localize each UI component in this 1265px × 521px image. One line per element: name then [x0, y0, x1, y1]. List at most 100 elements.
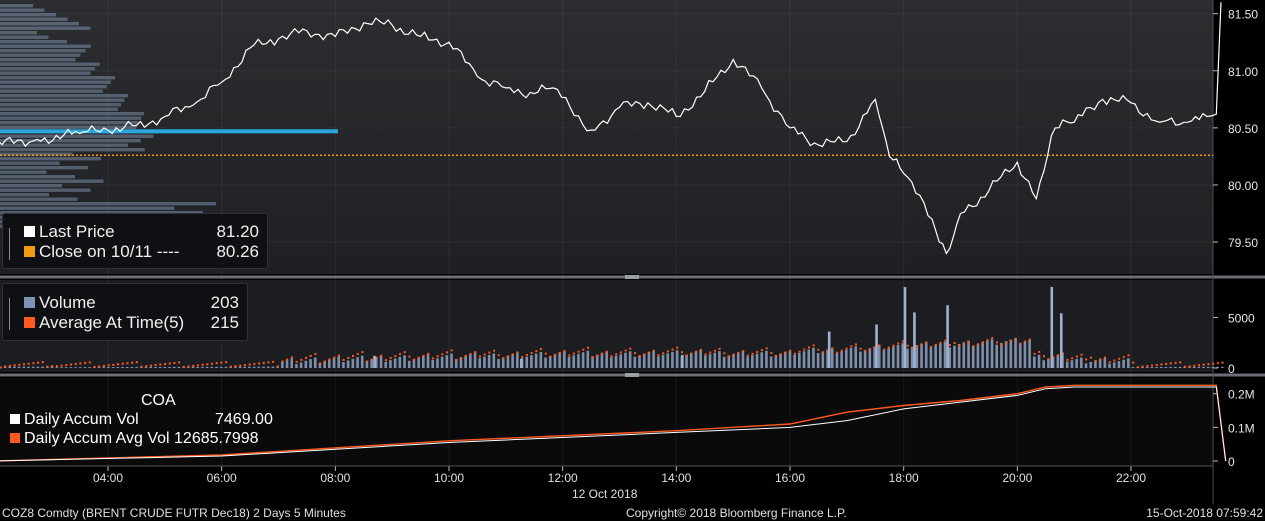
avg-at-time-dot	[149, 364, 152, 367]
price-series	[0, 2, 1222, 255]
volume-bar	[1065, 361, 1069, 368]
volume-bar	[652, 350, 655, 368]
x-tick-label: 16:00	[775, 471, 805, 485]
avg-at-time-dot	[380, 354, 383, 357]
volume-bar	[1089, 361, 1093, 368]
volume-bar	[440, 356, 444, 368]
volume-bar	[27, 366, 30, 368]
avg-at-time-dot	[897, 342, 900, 345]
avg-at-time-dot	[671, 348, 674, 351]
volume-bar	[614, 355, 618, 368]
avg-at-time-dot	[784, 351, 787, 354]
volume-bar	[1169, 366, 1172, 368]
avg-at-time-dot	[732, 353, 735, 356]
volume-bar	[248, 366, 251, 368]
avg-at-time-dot	[314, 352, 317, 355]
volume-bar	[793, 354, 796, 368]
avg-at-time-dot	[864, 350, 867, 353]
volume-bar	[454, 359, 458, 368]
volume-bar	[807, 349, 811, 368]
avg-label: Average At Time(5)	[39, 313, 185, 332]
avg-at-time-dot	[676, 346, 679, 349]
volume-bar	[657, 356, 660, 368]
volume-profile-bar	[0, 62, 100, 66]
volume-bar	[412, 359, 416, 368]
volume-profile-bar	[0, 107, 118, 111]
volume-profile-bar	[0, 94, 129, 98]
accum-avg-line	[0, 384, 1227, 462]
y-tick-label: 80.00	[1228, 179, 1258, 193]
avg-at-time-dot	[967, 340, 970, 343]
volume-bar	[78, 367, 82, 368]
volume-bar	[309, 359, 312, 368]
avg-at-time-dot	[65, 364, 68, 367]
volume-bar	[713, 352, 717, 368]
security-description: COZ8 Comdty (BRENT CRUDE FUTR Dec18) 2 D…	[2, 506, 346, 520]
avg-at-time-dot	[986, 339, 989, 342]
volume-bar	[854, 346, 858, 368]
volume-bar	[121, 367, 124, 368]
volume-profile-bar	[0, 202, 216, 206]
volume-profile-bar	[0, 49, 86, 53]
volume-bar	[41, 366, 44, 368]
volume-profile-bar	[0, 31, 37, 35]
volume-bar	[243, 366, 247, 368]
footer-bar: COZ8 Comdty (BRENT CRUDE FUTR Dec18) 2 D…	[0, 504, 1265, 521]
volume-bar	[1216, 366, 1219, 368]
avg-at-time-dot	[934, 343, 937, 346]
avg-at-time-dot	[723, 352, 726, 355]
avg-at-time-dot	[746, 354, 749, 357]
avg-at-time-dot	[577, 350, 580, 353]
volume-bar	[896, 344, 900, 368]
copyright: Copyright© 2018 Bloomberg Finance L.P.	[626, 506, 847, 520]
avg-at-time-dot	[375, 356, 378, 359]
volume-bar	[22, 366, 26, 368]
avg-at-time-dot	[1216, 362, 1219, 365]
avg-at-time-dot	[1165, 362, 1168, 365]
volume-bar	[915, 345, 919, 368]
volume-bar	[379, 356, 383, 368]
avg-at-time-dot	[131, 361, 134, 364]
avg-at-time-dot	[436, 355, 439, 358]
volume-bar	[8, 366, 12, 368]
volume-spike-bar	[875, 324, 878, 368]
avg-at-time-dot	[629, 347, 632, 350]
volume-bar	[699, 349, 702, 368]
avg-at-time-dot	[751, 352, 754, 355]
avg-at-time-dot	[352, 354, 355, 357]
avg-at-time-dot	[840, 349, 843, 352]
volume-bar	[299, 362, 303, 368]
avg-at-time-dot	[906, 344, 909, 347]
volume-bar	[990, 339, 994, 368]
volume-bar	[1084, 363, 1088, 368]
avg-at-time-dot	[1033, 352, 1036, 355]
avg-at-time-dot	[1061, 352, 1064, 355]
volume-bar	[436, 358, 439, 368]
last-price-value: 81.20	[216, 222, 259, 241]
volume-profile-bar	[0, 53, 81, 57]
avg-at-time-dot	[1071, 357, 1074, 360]
volume-bar	[1206, 366, 1210, 368]
avg-at-time-dot	[516, 351, 519, 354]
avg-at-time-dot	[1207, 363, 1210, 366]
avg-at-time-dot	[831, 347, 834, 350]
avg-at-time-dot	[441, 353, 444, 356]
accum-vol-swatch	[10, 414, 20, 424]
volume-bar	[97, 367, 101, 368]
volume-label: Volume	[39, 293, 96, 312]
volume-profile-bar	[0, 143, 129, 147]
volume-legend: Volume 203 Average At Time(5) 215	[2, 283, 248, 341]
volume-bar	[281, 361, 284, 368]
volume-bar	[1178, 366, 1182, 368]
avg-at-time-dot	[662, 352, 665, 355]
avg-at-time-dot	[798, 350, 801, 353]
avg-at-time-dot	[765, 347, 768, 350]
volume-profile-bar	[0, 125, 137, 129]
volume-bar	[398, 356, 402, 368]
volume-bar	[459, 357, 463, 368]
avg-at-time-dot	[826, 349, 829, 352]
volume-bar	[313, 357, 317, 368]
volume-bar	[144, 366, 148, 368]
avg-at-time-dot	[286, 358, 289, 361]
volume-bar	[492, 353, 496, 368]
